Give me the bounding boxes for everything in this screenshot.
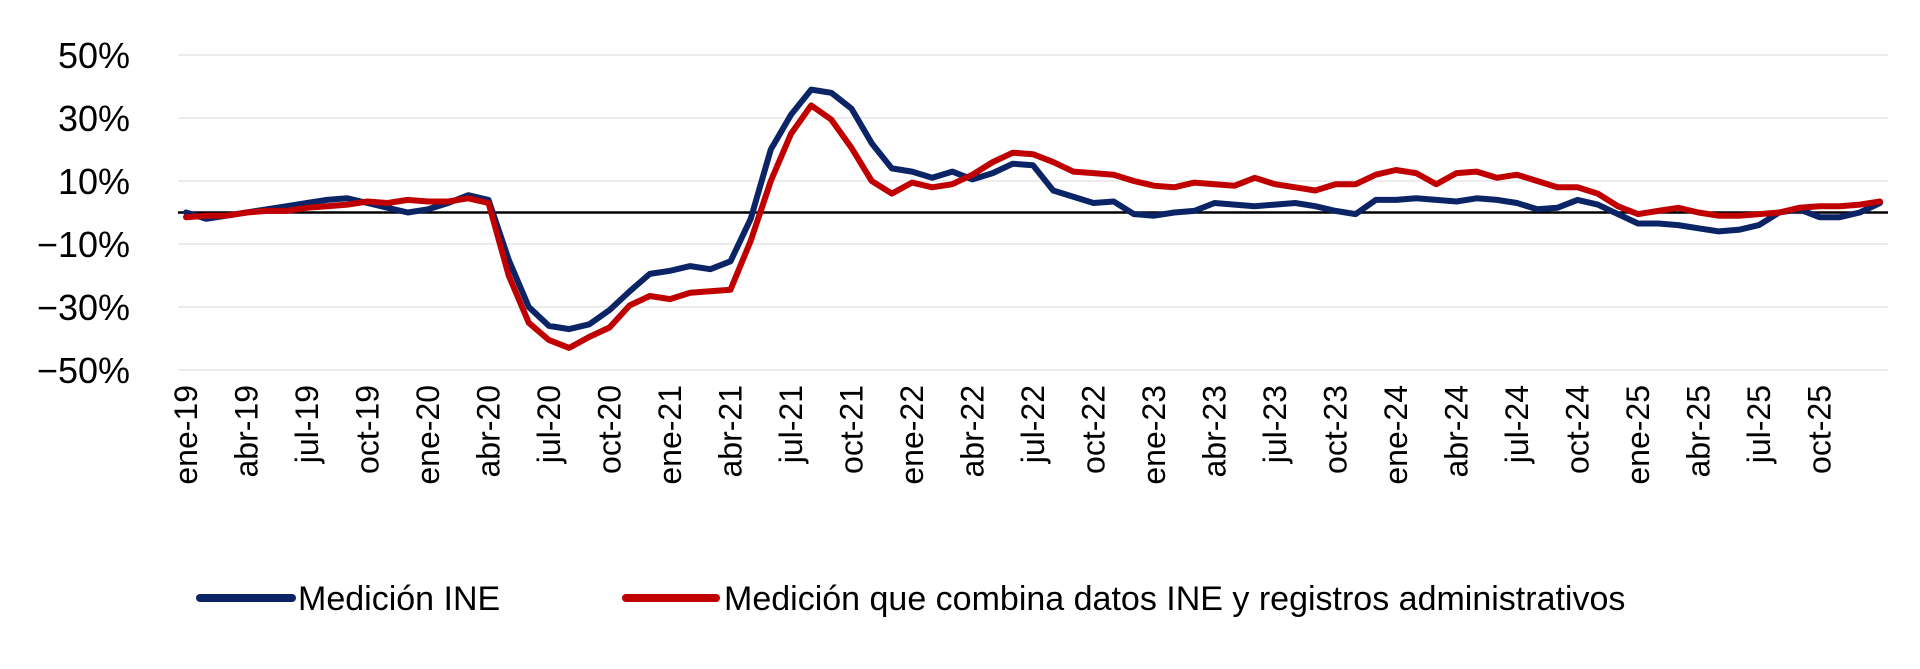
y-tick-label: 30% <box>58 98 130 139</box>
data-series <box>183 86 1883 351</box>
x-tick-label: abr-22 <box>955 385 991 478</box>
x-tick-label: oct-22 <box>1076 385 1112 474</box>
x-tick-label: abr-23 <box>1197 385 1233 478</box>
x-tick-label: ene-20 <box>410 385 446 485</box>
y-tick-label: −10% <box>37 224 130 265</box>
y-tick-label: 50% <box>58 35 130 76</box>
gridlines <box>178 54 1888 371</box>
legend-label-combined: Medición que combina datos INE y registr… <box>724 580 1625 618</box>
x-tick-label: ene-23 <box>1136 385 1172 485</box>
x-tick-label: abr-21 <box>713 385 749 478</box>
series-line-ine <box>183 86 1883 333</box>
x-tick-label: ene-19 <box>168 385 204 485</box>
x-tick-label: abr-20 <box>471 385 507 478</box>
y-tick-label: −50% <box>37 350 130 391</box>
x-tick-label: jul-19 <box>289 385 325 464</box>
x-tick-label: ene-25 <box>1620 385 1656 485</box>
x-tick-label: oct-21 <box>834 385 870 474</box>
x-tick-label: ene-24 <box>1378 385 1414 485</box>
x-tick-label: jul-21 <box>773 385 809 464</box>
x-tick-label: oct-24 <box>1560 385 1596 474</box>
y-axis-tick-labels: 50% 30% 10% −10% −30% −50% <box>37 35 130 391</box>
x-tick-label: jul-24 <box>1499 385 1535 464</box>
x-tick-label: jul-23 <box>1257 385 1293 464</box>
legend: Medición INE Medición que combina datos … <box>196 580 1625 618</box>
legend-label-ine: Medición INE <box>298 580 500 618</box>
legend-item-combined: Medición que combina datos INE y registr… <box>622 580 1625 618</box>
x-tick-label: jul-25 <box>1741 385 1777 464</box>
y-tick-label: 10% <box>58 161 130 202</box>
x-tick-label: jul-20 <box>531 385 567 464</box>
legend-item-ine: Medición INE <box>196 580 500 618</box>
x-tick-label: oct-20 <box>592 385 628 474</box>
series-line-combined <box>183 102 1883 351</box>
x-tick-label: ene-22 <box>894 385 930 485</box>
x-tick-label: ene-21 <box>652 385 688 485</box>
x-axis-tick-labels: ene-19 abr-19 jul-19 oct-19 ene-20 abr-20 jul-… <box>168 385 1838 485</box>
x-tick-label: oct-25 <box>1802 385 1838 474</box>
x-tick-label: oct-23 <box>1318 385 1354 474</box>
x-tick-label: abr-19 <box>229 385 265 478</box>
x-tick-label: abr-25 <box>1681 385 1717 478</box>
x-tick-label: jul-22 <box>1015 385 1051 464</box>
x-tick-label: abr-24 <box>1439 385 1475 478</box>
x-tick-label: oct-19 <box>350 385 386 474</box>
y-tick-label: −30% <box>37 287 130 328</box>
